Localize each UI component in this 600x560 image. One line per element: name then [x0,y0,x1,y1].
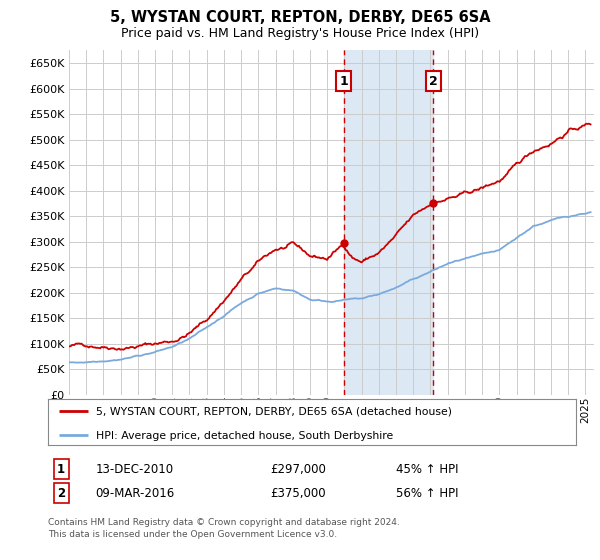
Text: £297,000: £297,000 [270,463,326,476]
Text: 56% ↑ HPI: 56% ↑ HPI [397,487,459,500]
Text: £375,000: £375,000 [270,487,325,500]
Text: Price paid vs. HM Land Registry's House Price Index (HPI): Price paid vs. HM Land Registry's House … [121,27,479,40]
Text: 13-DEC-2010: 13-DEC-2010 [95,463,173,476]
Text: Contains HM Land Registry data © Crown copyright and database right 2024.
This d: Contains HM Land Registry data © Crown c… [48,518,400,539]
Text: 1: 1 [57,463,65,476]
Text: 2: 2 [429,74,438,87]
Text: 45% ↑ HPI: 45% ↑ HPI [397,463,459,476]
Bar [344,50,433,395]
Text: 5, WYSTAN COURT, REPTON, DERBY, DE65 6SA: 5, WYSTAN COURT, REPTON, DERBY, DE65 6SA [110,10,490,25]
Text: 2: 2 [57,487,65,500]
Text: 1: 1 [339,74,348,87]
Text: HPI: Average price, detached house, South Derbyshire: HPI: Average price, detached house, Sout… [95,431,393,441]
Text: 5, WYSTAN COURT, REPTON, DERBY, DE65 6SA (detached house): 5, WYSTAN COURT, REPTON, DERBY, DE65 6SA… [95,407,452,417]
Text: 09-MAR-2016: 09-MAR-2016 [95,487,175,500]
